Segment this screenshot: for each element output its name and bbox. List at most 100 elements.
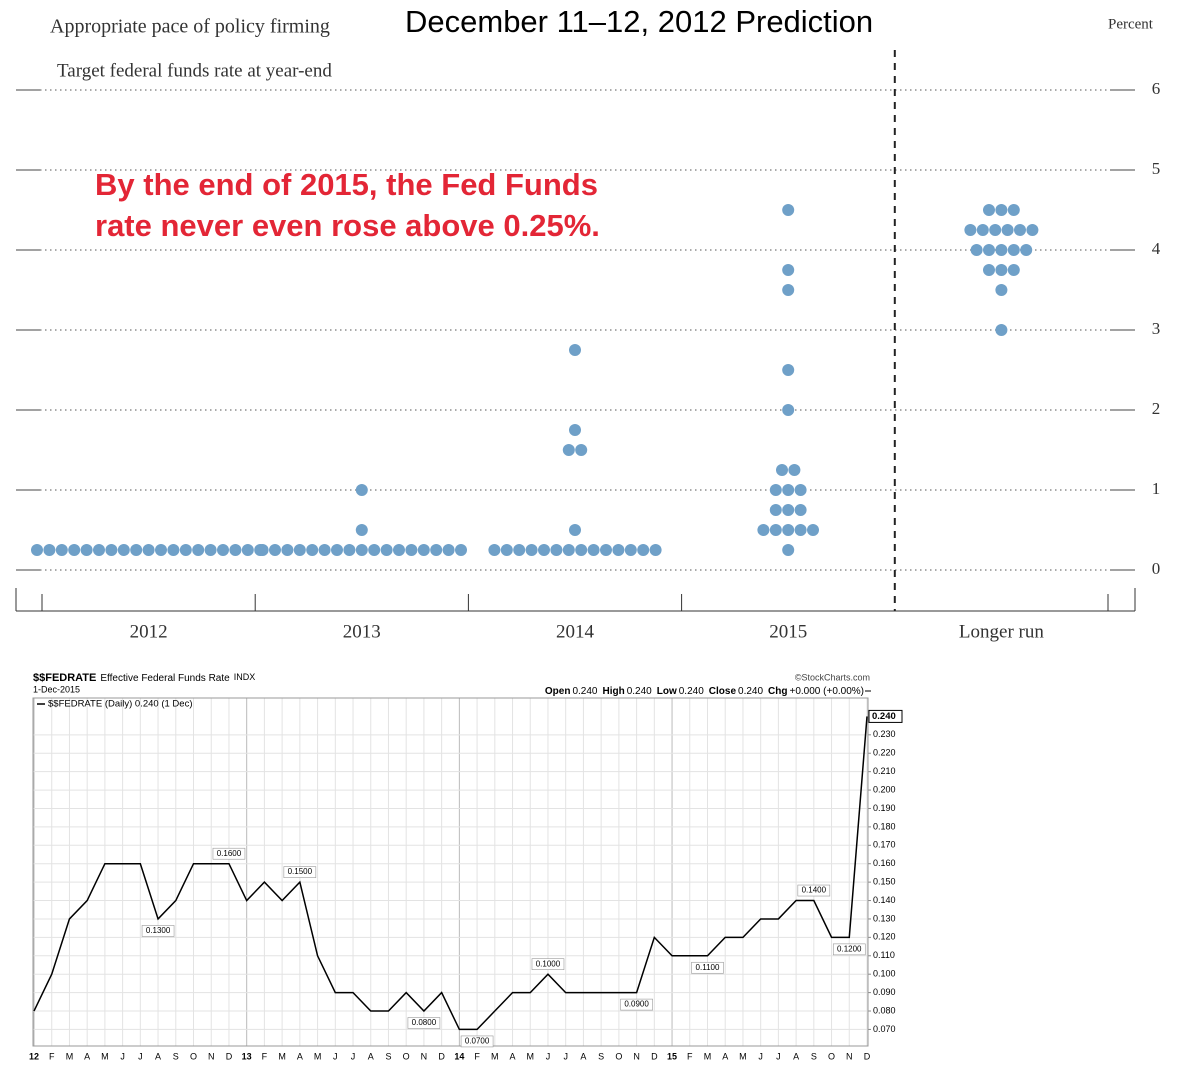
dot (782, 284, 795, 296)
ohlc-value: 0.240 (627, 686, 652, 697)
x-tick-label: S (811, 1051, 817, 1061)
dot (757, 524, 770, 536)
dot (624, 544, 637, 556)
dot (788, 464, 801, 476)
dot (794, 524, 807, 536)
dot (204, 544, 217, 556)
x-tick-label: D (864, 1051, 871, 1061)
value-label: 0.1500 (288, 867, 313, 876)
x-tick-label: J (138, 1051, 143, 1061)
dot (983, 204, 995, 216)
dot (575, 544, 588, 556)
line (33, 716, 868, 1031)
x-tick-label: A (510, 1051, 516, 1061)
dot (488, 544, 501, 556)
x-tick-label: 2012 (130, 621, 168, 642)
y-tick-label: 0.150 (873, 877, 896, 887)
dot (970, 244, 983, 256)
value-label-box (620, 998, 653, 1011)
dot (989, 224, 1002, 236)
y-tick-label: 0.110 (873, 950, 895, 960)
dot (995, 204, 1008, 216)
ohlc-label: High (603, 686, 625, 697)
dot (1014, 224, 1026, 236)
dot (983, 244, 995, 256)
dot (562, 444, 575, 456)
dot (55, 544, 68, 556)
x-tick-label: O (190, 1051, 197, 1061)
dot (1020, 244, 1033, 256)
x-tick-label: F (474, 1051, 480, 1061)
dot (68, 544, 81, 556)
x-tick-label: D (226, 1051, 233, 1061)
dot (368, 544, 381, 556)
value-label: 0.1000 (536, 959, 561, 968)
x-tick-label: A (722, 1051, 728, 1061)
value-label: 0.0900 (624, 1000, 649, 1009)
dot (293, 544, 306, 556)
dot (782, 484, 795, 496)
x-tick-label: M (491, 1051, 499, 1061)
dot (995, 324, 1008, 336)
dot (776, 464, 788, 476)
dot (355, 524, 368, 536)
dot (1026, 224, 1039, 236)
symbol: $$FEDRATE (33, 672, 96, 684)
value-label: 0.240 (872, 711, 896, 722)
value-label: 0.1400 (802, 886, 827, 895)
dot (995, 284, 1008, 296)
x-tick-label: 12 (29, 1051, 39, 1061)
x-tick-label: A (793, 1051, 799, 1061)
y-tick-label: 4 (1152, 239, 1161, 258)
exchange: INDX (234, 672, 256, 682)
dot (782, 404, 795, 416)
x-tick-label: D (651, 1051, 658, 1061)
x-tick-label: O (615, 1051, 622, 1061)
value-label-box (407, 1017, 441, 1029)
dot (782, 504, 795, 516)
y-tick-label: 0.200 (873, 784, 896, 794)
dot (355, 544, 368, 556)
x-tick-label: J (546, 1051, 551, 1061)
x-tick-label: N (633, 1051, 640, 1061)
x-tick-label: 15 (667, 1051, 677, 1061)
dot (355, 484, 368, 496)
dot (393, 544, 405, 556)
dot (612, 544, 625, 556)
y-tick-label: 0.210 (873, 766, 896, 776)
chart-header: $$FEDRATE Effective Federal Funds Rate IND… (33, 672, 255, 684)
legend-entry: $$FEDRATE (Daily) 0.240 (1 Dec) (48, 699, 192, 710)
ohlc-label: Low (657, 686, 677, 697)
y-tick-label: 0.160 (873, 858, 896, 868)
dot (769, 504, 782, 516)
y-tick-label: 0.130 (873, 913, 896, 923)
dot (380, 544, 393, 556)
ohlc-label: Close (709, 686, 737, 697)
x-tick-label: A (580, 1051, 586, 1061)
dot (167, 544, 180, 556)
x-tick-label: N (846, 1051, 853, 1061)
dot (1007, 244, 1020, 256)
dot (331, 544, 343, 556)
dot (179, 544, 192, 556)
dot (442, 544, 455, 556)
dot (306, 544, 319, 556)
dot (405, 544, 418, 556)
x-tick-label: S (173, 1051, 179, 1061)
y-tick-label: 3 (1152, 319, 1161, 338)
x-tick-label: 2014 (556, 621, 595, 642)
dot (269, 544, 281, 556)
x-tick-label: J (776, 1051, 781, 1061)
dot (281, 544, 294, 556)
value-label-box (283, 866, 317, 878)
value-label-box (832, 943, 866, 956)
ohlc-label: Chg (768, 686, 787, 697)
subtitle: Appropriate pace of policy firming (50, 16, 330, 38)
x-tick-label: J (758, 1051, 763, 1061)
dot (794, 484, 807, 496)
plot-frame (32, 697, 869, 1047)
y-tick-label: 5 (1152, 159, 1161, 178)
ohlc-value: 0.240 (572, 686, 597, 697)
annotation: By the end of 2015, the Fed Funds (95, 167, 598, 202)
